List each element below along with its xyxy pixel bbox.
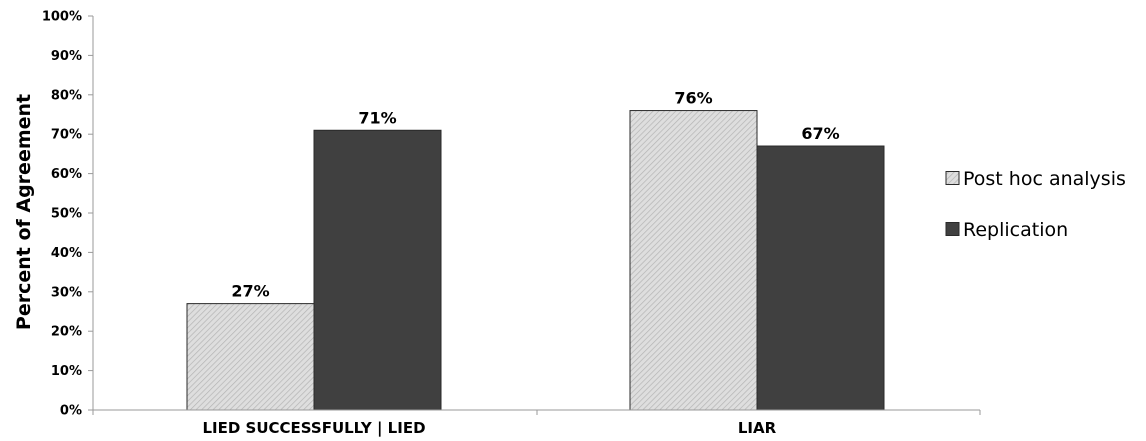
data-label: 27% [231, 282, 269, 301]
axes-lines [92, 16, 981, 415]
bar-post-hoc-1 [629, 110, 758, 411]
y-tick-label: 50% [51, 207, 82, 222]
category-label: LIED SUCCESSFULLY | LIED [202, 419, 425, 438]
y-axis: 0% 10% 20% 30% 40% 50% 60% 70% 80% 90% 100% [42, 10, 93, 419]
legend: Post hoc analysis Replication [945, 168, 1126, 241]
data-label: 67% [801, 124, 839, 143]
y-tick-label: 80% [51, 88, 82, 103]
data-label: 76% [674, 89, 712, 108]
x-axis-categories: LIED SUCCESSFULLY | LIED LIAR [202, 419, 776, 438]
bar-replication-0 [313, 129, 442, 411]
y-tick-label: 0% [60, 404, 82, 419]
legend-swatch [945, 171, 960, 185]
legend-swatch [945, 222, 960, 236]
y-tick-label: 40% [51, 246, 82, 261]
y-tick-label: 10% [51, 364, 82, 379]
bars-group [186, 110, 885, 411]
y-tick-label: 90% [51, 49, 82, 64]
y-axis-title: Percent of Agreement [13, 94, 35, 330]
data-labels-group: 27% 71% 76% 67% [231, 89, 839, 301]
y-tick-label: 70% [51, 128, 82, 143]
y-tick-label: 100% [42, 10, 82, 25]
data-label: 71% [358, 108, 396, 127]
y-tick-label: 60% [51, 167, 82, 182]
y-tick-label: 30% [51, 285, 82, 300]
bar-post-hoc-0 [186, 303, 315, 411]
legend-label: Post hoc analysis [963, 168, 1126, 190]
category-label: LIAR [738, 419, 777, 437]
y-tick-label: 20% [51, 325, 82, 340]
legend-label: Replication [963, 219, 1068, 241]
bar-replication-1 [756, 145, 885, 411]
